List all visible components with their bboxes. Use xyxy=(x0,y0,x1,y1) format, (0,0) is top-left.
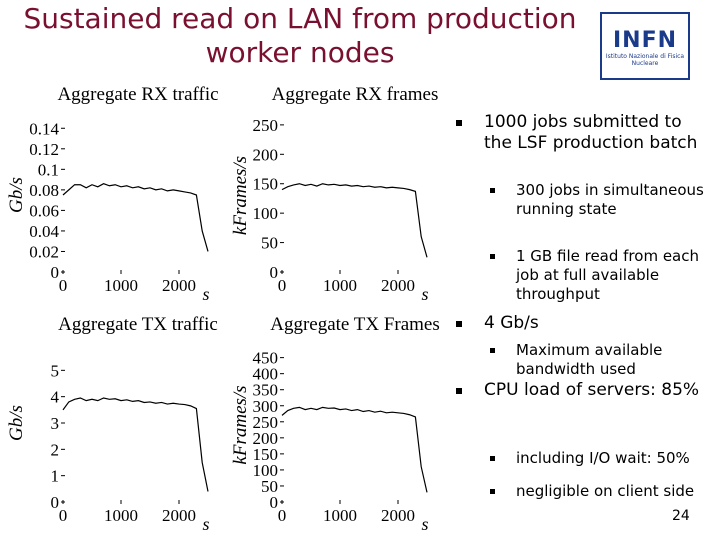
x-axis-label: s xyxy=(421,284,428,304)
y-tick-label: 0 xyxy=(51,263,60,282)
y-tick-label: 200 xyxy=(253,429,279,448)
y-tick-label: 0.04 xyxy=(29,222,59,241)
slide-title: Sustained read on LAN from production wo… xyxy=(23,2,577,69)
chart-title: Aggregate RX traffic xyxy=(57,84,218,105)
data-line xyxy=(62,397,209,492)
y-tick-label: 0 xyxy=(270,263,279,282)
sub-bullet-marker xyxy=(490,489,495,494)
y-tick-label: 200 xyxy=(253,145,279,164)
y-tick-label: 4 xyxy=(51,388,60,407)
x-axis-label: s xyxy=(421,514,428,534)
x-tick-label: 0 xyxy=(59,276,68,295)
y-tick-label: 0 xyxy=(51,493,60,512)
sub-bullet-text: 1 GB file read from each job at full ava… xyxy=(516,247,700,303)
bullet-marker xyxy=(456,321,462,327)
y-tick-label: 0 xyxy=(270,493,279,512)
y-tick-label: 1 xyxy=(51,467,60,486)
y-tick-label: 150 xyxy=(253,445,279,464)
y-tick-label: 0.02 xyxy=(29,242,59,261)
data-line xyxy=(62,183,209,252)
y-axis-label: Gb/s xyxy=(6,405,27,441)
y-tick-label: 0.06 xyxy=(29,201,59,220)
x-tick-label: 2000 xyxy=(162,506,196,525)
logo-subtitle: Istituto Nazionale di Fisica Nucleare xyxy=(605,53,685,67)
bullet-marker xyxy=(456,120,462,126)
y-tick-label: 5 xyxy=(51,361,60,380)
sub-bullet-text: negligible on client side xyxy=(516,482,695,500)
x-tick-label: 1000 xyxy=(323,506,357,525)
x-tick-label: 1000 xyxy=(104,276,138,295)
logo-name: INFN xyxy=(612,28,678,53)
sub-bullet-marker xyxy=(490,348,495,353)
sub-bullet-text: 300 jobs in simultaneous running state xyxy=(516,181,704,218)
y-axis-label: Gb/s xyxy=(6,177,27,213)
chart-title: Aggregate TX traffic xyxy=(58,314,218,335)
bullet-marker xyxy=(456,388,462,394)
y-tick-label: 0.08 xyxy=(29,181,59,200)
x-tick-label: 1000 xyxy=(104,506,138,525)
x-tick-label: 0 xyxy=(59,506,68,525)
sub-bullet-marker xyxy=(490,254,495,259)
y-axis-label: kFrames/s xyxy=(230,156,251,235)
x-axis-label: s xyxy=(202,284,209,304)
y-tick-label: 50 xyxy=(261,477,278,496)
sub-bullet-text: Maximum available bandwidth used xyxy=(516,341,663,378)
logo: INFN Istituto Nazionale di Fisica Nuclea… xyxy=(600,12,690,80)
y-tick-label: 250 xyxy=(253,413,279,432)
bullet-text: 1000 jobs submitted to the LSF productio… xyxy=(484,112,698,153)
data-line xyxy=(281,183,428,258)
x-tick-label: 2000 xyxy=(381,506,415,525)
y-tick-label: 250 xyxy=(253,116,279,135)
y-tick-label: 2 xyxy=(51,440,60,459)
x-tick-label: 0 xyxy=(278,276,287,295)
y-tick-label: 400 xyxy=(253,365,279,384)
y-tick-label: 0.1 xyxy=(38,160,59,179)
data-line xyxy=(281,406,428,493)
x-tick-label: 0 xyxy=(278,506,287,525)
chart-title: Aggregate TX Frames xyxy=(270,314,440,335)
x-tick-label: 2000 xyxy=(381,276,415,295)
y-tick-label: 300 xyxy=(253,397,279,416)
chart-title: Aggregate RX frames xyxy=(272,84,439,105)
x-tick-label: 1000 xyxy=(323,276,357,295)
bullet-text: 4 Gb/s xyxy=(484,313,539,333)
y-tick-label: 50 xyxy=(261,234,278,253)
charts: Aggregate RX trafficGb/ss00.020.040.060.… xyxy=(6,84,440,534)
y-axis-label: kFrames/s xyxy=(230,385,251,464)
y-tick-label: 150 xyxy=(253,175,279,194)
x-axis-label: s xyxy=(202,514,209,534)
y-tick-label: 0.14 xyxy=(29,119,59,138)
y-tick-label: 350 xyxy=(253,381,279,400)
y-tick-label: 100 xyxy=(253,461,279,480)
y-tick-label: 450 xyxy=(253,349,279,368)
y-tick-label: 3 xyxy=(51,414,60,433)
sub-bullet-text: including I/O wait: 50% xyxy=(516,449,690,467)
y-tick-label: 0.12 xyxy=(29,140,59,159)
bullet-text: CPU load of servers: 85% xyxy=(484,380,700,400)
y-tick-label: 100 xyxy=(253,204,279,223)
x-tick-label: 2000 xyxy=(162,276,196,295)
sub-bullet-marker xyxy=(490,188,495,193)
page-number: 24 xyxy=(672,508,690,524)
sub-bullet-marker xyxy=(490,456,495,461)
